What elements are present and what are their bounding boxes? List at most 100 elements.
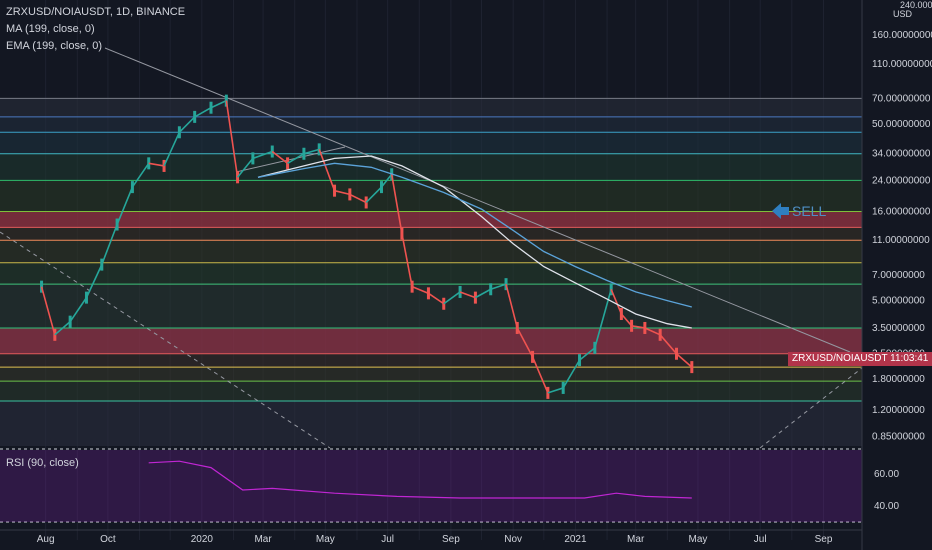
time-tick-label: Mar bbox=[254, 534, 272, 545]
price-segment bbox=[675, 353, 693, 368]
price-segment bbox=[459, 291, 476, 299]
price-segment bbox=[610, 288, 623, 315]
price-segment bbox=[236, 157, 254, 178]
level-band bbox=[0, 227, 862, 241]
price-segment bbox=[631, 325, 645, 329]
price-segment bbox=[349, 193, 367, 204]
price-tick-label: 160.00000000 bbox=[872, 30, 932, 41]
time-tick-label: 2020 bbox=[191, 534, 214, 545]
rsi-tick-label: 60.00 bbox=[874, 469, 899, 480]
level-band bbox=[0, 180, 862, 212]
price-segment bbox=[644, 327, 661, 336]
trend-line bbox=[104, 47, 851, 353]
price-segment bbox=[547, 387, 564, 394]
time-tick-label: Jul bbox=[381, 534, 394, 545]
sell-zone bbox=[0, 327, 862, 354]
price-segment bbox=[178, 116, 196, 133]
price-segment bbox=[210, 99, 227, 109]
level-band bbox=[0, 284, 862, 328]
price-segment bbox=[303, 148, 320, 155]
time-tick-label: Sep bbox=[815, 534, 833, 545]
price-segment bbox=[271, 150, 289, 164]
time-tick-label: Mar bbox=[627, 534, 645, 545]
price-tick-label: 7.00000000 bbox=[872, 270, 925, 281]
ma-line bbox=[257, 155, 692, 329]
level-band bbox=[0, 240, 862, 263]
trend-line bbox=[235, 146, 346, 173]
price-segment bbox=[40, 286, 56, 336]
price-segment bbox=[252, 150, 273, 160]
price-tick-label: 3.50000000 bbox=[872, 323, 925, 334]
price-segment bbox=[131, 162, 150, 188]
arrow-left-icon bbox=[772, 203, 789, 219]
sell-zone bbox=[0, 211, 862, 228]
price-segment bbox=[85, 264, 103, 298]
price-tick-label: 110.00000000 bbox=[872, 59, 932, 70]
time-tick-label: 2021 bbox=[564, 534, 587, 545]
rsi-line bbox=[148, 460, 692, 499]
price-segment bbox=[531, 356, 549, 394]
time-tick-label: Oct bbox=[100, 534, 116, 545]
symbol-legend[interactable]: ZRXUSD/NOIAUSDT, 1D, BINANCE bbox=[6, 6, 186, 18]
ma-legend[interactable]: MA (199, close, 0) bbox=[6, 23, 95, 35]
price-segment bbox=[411, 285, 429, 295]
price-segment bbox=[562, 359, 581, 389]
price-segment bbox=[390, 174, 403, 234]
rsi-background bbox=[0, 450, 862, 522]
price-segment bbox=[163, 131, 181, 167]
level-band bbox=[0, 153, 862, 181]
level-band bbox=[0, 132, 862, 154]
price-tick-label: 50.00000000 bbox=[872, 119, 931, 130]
last-price-tag: ZRXUSD/NOIAUSDT 11:03:41 bbox=[788, 352, 932, 366]
price-segment bbox=[365, 186, 383, 204]
currency-label: USD bbox=[893, 9, 913, 19]
price-segment bbox=[225, 100, 239, 178]
rsi-tick-label: 40.00 bbox=[874, 501, 899, 512]
price-tick-label: 5.00000000 bbox=[872, 296, 925, 307]
ema-legend[interactable]: EMA (199, close, 0) bbox=[6, 40, 102, 52]
price-segment bbox=[69, 297, 88, 323]
price-tick-label: 0.85000000 bbox=[872, 431, 925, 442]
time-tick-label: Sep bbox=[442, 534, 460, 545]
price-tick-label: 70.00000000 bbox=[872, 93, 931, 104]
price-segment bbox=[594, 289, 612, 349]
price-segment bbox=[54, 321, 71, 336]
level-band bbox=[0, 262, 862, 285]
price-segment bbox=[194, 107, 212, 118]
price-segment bbox=[287, 153, 305, 165]
price-tick-label: 34.00000000 bbox=[872, 149, 931, 160]
price-tick-label: 16.00000000 bbox=[872, 207, 931, 218]
sell-annotation: SELL bbox=[792, 203, 827, 219]
price-segment bbox=[443, 291, 461, 305]
price-segment bbox=[101, 224, 118, 265]
level-band bbox=[0, 367, 862, 382]
price-segment bbox=[148, 162, 165, 167]
price-tick-label: 240.00000000 bbox=[900, 0, 932, 10]
time-tick-label: May bbox=[316, 534, 335, 545]
price-segment bbox=[505, 283, 519, 329]
level-band bbox=[0, 381, 862, 401]
dashed-line bbox=[0, 231, 331, 449]
level-band bbox=[0, 353, 862, 368]
level-band bbox=[0, 400, 862, 446]
level-band bbox=[0, 116, 862, 133]
price-segment bbox=[116, 186, 134, 225]
price-segment bbox=[401, 233, 413, 287]
price-tick-label: 24.00000000 bbox=[872, 175, 931, 186]
rsi-legend[interactable]: RSI (90, close) bbox=[6, 457, 79, 469]
candle bbox=[690, 361, 694, 374]
price-segment bbox=[318, 149, 336, 191]
price-tick-label: 1.80000000 bbox=[872, 374, 925, 385]
price-segment bbox=[490, 283, 507, 291]
price-segment bbox=[620, 313, 633, 327]
time-tick-label: Nov bbox=[504, 534, 522, 545]
time-tick-label: Jul bbox=[754, 534, 767, 545]
price-tick-label: 11.00000000 bbox=[872, 235, 930, 246]
price-segment bbox=[579, 347, 596, 361]
price-tick-label: 1.20000000 bbox=[872, 405, 925, 416]
time-tick-label: May bbox=[688, 534, 707, 545]
price-segment bbox=[334, 189, 351, 196]
dashed-line bbox=[759, 367, 863, 449]
price-segment bbox=[659, 334, 678, 355]
